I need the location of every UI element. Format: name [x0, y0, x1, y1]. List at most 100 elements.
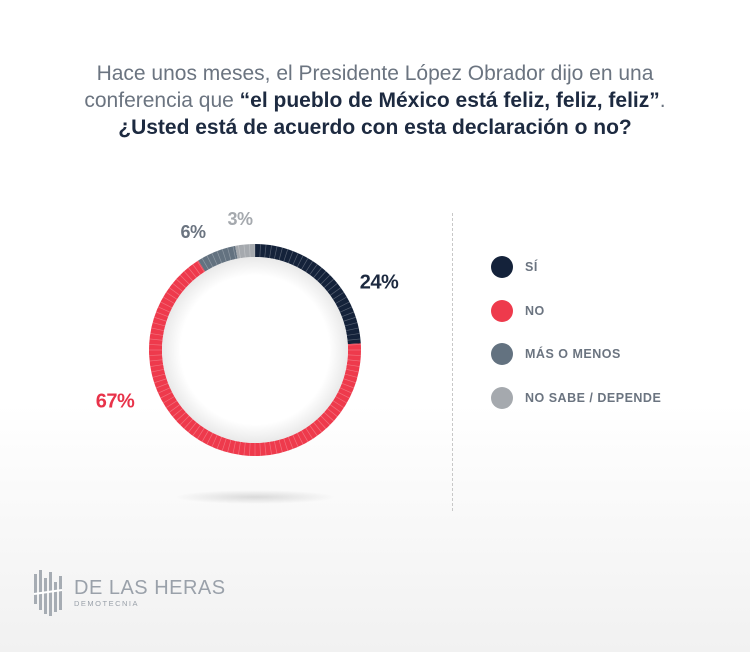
legend-label: SÍ: [525, 260, 538, 274]
ring-tick: [296, 432, 304, 445]
logo-name: DE LAS HERAS: [74, 577, 226, 599]
ring-tick: [346, 333, 360, 336]
donut-slice-4: [235, 244, 255, 259]
ring-tick: [216, 436, 222, 450]
ring-tick: [158, 387, 171, 394]
ring-tick: [327, 283, 338, 292]
legend-item-mas-o-menos: MÁS O MENOS: [491, 343, 661, 365]
ring-tick: [201, 258, 209, 270]
donut-ticks: [149, 244, 361, 456]
ring-tick: [330, 287, 341, 296]
ring-tick: [172, 283, 183, 292]
ring-tick: [320, 415, 331, 426]
ring-tick: [160, 301, 173, 309]
ring-tick: [249, 442, 251, 456]
ring-tick: [154, 378, 167, 384]
ring-tick: [347, 359, 361, 362]
legend-label: MÁS O MENOS: [525, 347, 621, 361]
question-line-2-end: .: [659, 89, 666, 112]
ring-tick: [335, 296, 347, 304]
legend-dot: [491, 299, 513, 322]
question-line-2: conferencia que “el pueblo de México est…: [50, 87, 700, 114]
ring-tick: [339, 306, 352, 313]
donut-labels: 24% 67% 6% 3%: [96, 209, 400, 413]
ring-tick: [196, 427, 205, 440]
legend-item-no-sabe: NO SABE / DEPENDE: [491, 386, 661, 409]
ring-tick: [335, 396, 347, 404]
ring-tick: [264, 442, 267, 456]
ring-tick: [158, 306, 171, 313]
ring-tick: [288, 250, 294, 264]
ring-tick: [343, 316, 356, 322]
brand-logo: DE LAS HERAS DEMOTECNIA: [32, 568, 226, 618]
question-line-3: ¿Usted está de acuerdo con esta declarac…: [118, 116, 632, 139]
ring-tick: [169, 287, 180, 296]
logo-text: DE LAS HERAS DEMOTECNIA: [74, 577, 226, 609]
ring-tick: [154, 316, 167, 322]
ring-tick: [323, 278, 335, 289]
ring-tick: [221, 438, 227, 451]
ring-tick: [155, 311, 169, 317]
ring-tick: [347, 354, 361, 356]
ring-tick: [183, 270, 194, 282]
ring-tick: [238, 245, 241, 259]
legend-item-no: NO: [491, 299, 661, 322]
ring-tick: [243, 244, 246, 258]
ring-tick: [179, 274, 190, 285]
ring-tick: [264, 244, 267, 258]
ring-tick: [149, 359, 163, 362]
ring-tick: [155, 383, 169, 389]
data-label-3: 6%: [180, 222, 206, 242]
ring-tick: [273, 440, 278, 454]
ring-tick: [292, 434, 299, 447]
ring-tick: [201, 430, 209, 442]
ring-tick: [259, 244, 261, 258]
ring-tick: [206, 432, 214, 445]
ring-tick: [232, 246, 237, 260]
ring-tick: [179, 415, 190, 426]
legend: SÍ NO MÁS O MENOS NO SABE / DEPENDE: [491, 256, 661, 430]
ring-tick: [339, 387, 352, 394]
logo-mark-icon: [33, 570, 63, 616]
ring-tick: [192, 264, 201, 275]
ring-tick: [175, 278, 187, 289]
ring-tick: [341, 383, 355, 389]
ring-tick: [149, 354, 163, 356]
ring-tick: [211, 434, 218, 447]
ring-tick: [152, 322, 166, 327]
ring-tick: [188, 422, 197, 433]
question-quote: “el pueblo de México está feliz, feliz, …: [239, 89, 660, 112]
ring-tick: [273, 246, 278, 260]
legend-dot: [491, 343, 513, 365]
ring-tick: [313, 422, 322, 433]
ring-tick: [165, 291, 178, 300]
ring-tick: [345, 327, 359, 332]
ring-tick: [309, 425, 318, 436]
ring-tick: [150, 364, 164, 367]
donut-slice-1: [255, 244, 361, 345]
legend-item-si: SÍ: [491, 256, 661, 278]
ring-tick: [232, 440, 237, 454]
ring-tick: [337, 301, 350, 309]
ring-tick: [283, 249, 289, 262]
ring-tick: [238, 441, 241, 455]
ring-tick: [345, 368, 359, 373]
ring-tick: [227, 247, 232, 261]
ring-tick: [283, 438, 289, 451]
ring-tick: [347, 344, 361, 346]
data-label-2: 67%: [96, 390, 135, 412]
logo-subtitle: DEMOTECNIA: [74, 599, 140, 608]
ring-tick: [165, 400, 178, 409]
question-text: Hace unos meses, el Presidente López Obr…: [50, 60, 700, 141]
ring-tick: [330, 404, 341, 413]
ring-tick: [343, 378, 356, 384]
ring-tick: [347, 338, 361, 341]
legend-label: NO: [525, 303, 545, 318]
ring-tick: [196, 260, 205, 273]
chart-shadow: [175, 490, 335, 504]
ring-tick: [323, 411, 335, 422]
ring-tick: [149, 344, 163, 346]
ring-tick: [175, 411, 187, 422]
ring-tick: [305, 260, 314, 273]
donut-hole: [162, 257, 348, 443]
